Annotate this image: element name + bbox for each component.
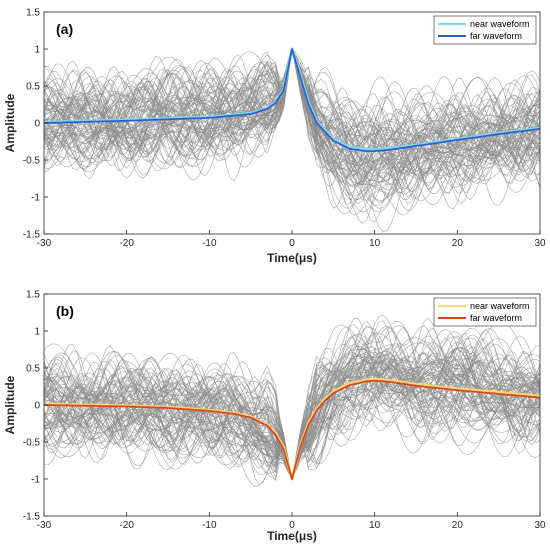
y-ticks-b: -1.5 -1 -0.5 0 0.5 1 1.5: [23, 290, 48, 523]
y-tick-label: -1.5: [23, 512, 41, 523]
y-tick-label: 0.5: [26, 364, 40, 375]
y-tick-label: 1: [34, 45, 40, 56]
x-tick-label: 20: [452, 520, 464, 531]
series-line-far: [44, 379, 540, 480]
x-ticks-a: -30 -20 -10 0 10 20 30: [37, 230, 546, 249]
series-group-a: [44, 47, 540, 152]
x-tick-label: 10: [369, 520, 381, 531]
legend-label-far-b: far waveform: [470, 313, 522, 323]
y-tick-label: -1: [31, 475, 40, 486]
y-tick-label: -1.5: [23, 230, 41, 241]
x-tick-label: 30: [534, 238, 546, 249]
legend-label-far-a: far waveform: [470, 31, 522, 41]
legend-a: near waveform far waveform: [433, 15, 537, 45]
x-tick-label: 0: [289, 238, 295, 249]
x-tick-label: -10: [202, 238, 217, 249]
x-tick-label: -30: [37, 520, 52, 531]
x-axis-label-b: Time(μs): [267, 529, 317, 543]
x-tick-label: -20: [119, 520, 134, 531]
legend-box-a: [433, 15, 537, 45]
y-tick-label: 0: [34, 401, 40, 412]
x-tick-label: 10: [369, 238, 381, 249]
legend-b: near waveform far waveform: [433, 297, 537, 327]
x-ticks-b: -30 -20 -10 0 10 20 30: [37, 512, 546, 531]
x-tick-label: 0: [289, 520, 295, 531]
legend-label-near-a: near waveform: [470, 19, 530, 29]
y-ticks-a: -1.5 -1 -0.5 0 0.5 1 1.5: [23, 8, 48, 241]
panel-label-b: (b): [56, 303, 74, 319]
y-tick-label: 1.5: [26, 8, 40, 19]
x-tick-label: -30: [37, 238, 52, 249]
y-tick-label: -0.5: [23, 156, 41, 167]
y-tick-label: 0: [34, 119, 40, 130]
x-tick-label: -20: [119, 238, 134, 249]
series-line-far: [44, 48, 540, 152]
legend-box-b: [433, 297, 537, 327]
x-tick-label: 20: [452, 238, 464, 249]
y-tick-label: -1: [31, 193, 40, 204]
panel-a: -30 -20 -10 0 10 20 30 -1.5-1-0.500.511.5 (a) …: [3, 8, 546, 266]
y-tick-label: 1.5: [26, 290, 40, 301]
y-axis-label-b: Amplitude: [3, 375, 17, 434]
y-tick-label: -0.5: [23, 438, 41, 449]
panel-label-a: (a): [56, 21, 73, 37]
series-group-b: [44, 377, 540, 481]
x-axis-label-a: Time(μs): [267, 251, 317, 265]
legend-label-near-b: near waveform: [470, 301, 530, 311]
panel-b: -30 -20 -10 0 10 20 30 -1.5-1-0.500.511.5 (b) …: [3, 290, 546, 544]
y-tick-label: 1: [34, 327, 40, 338]
y-axis-label-a: Amplitude: [3, 93, 17, 152]
x-tick-label: -10: [202, 520, 217, 531]
y-tick-label: 0.5: [26, 82, 40, 93]
x-tick-label: 30: [534, 520, 546, 531]
